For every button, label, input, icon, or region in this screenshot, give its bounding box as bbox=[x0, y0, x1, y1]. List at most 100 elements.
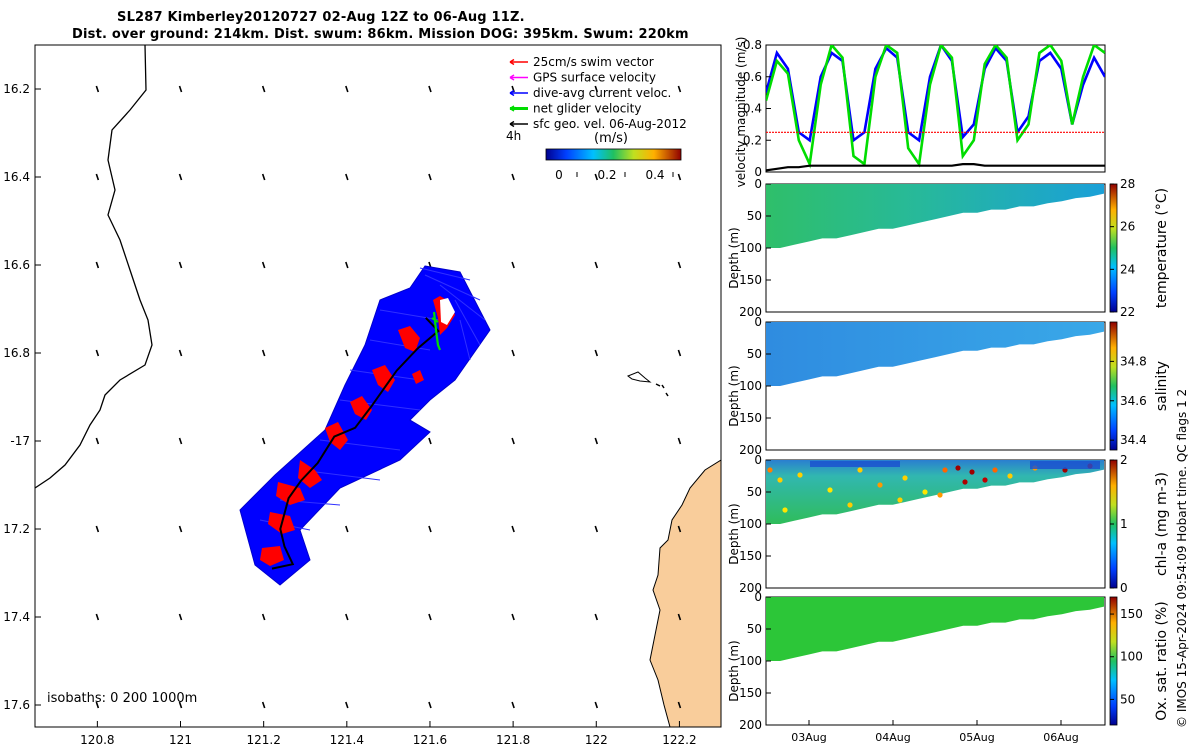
depth-tick-label: 150 bbox=[739, 549, 762, 563]
colorbar-tick-label: 0.4 bbox=[645, 168, 664, 182]
chla-hotspot bbox=[937, 492, 943, 498]
lat-tick-label: 16.8 bbox=[3, 346, 30, 360]
date-tick-label: 05Aug bbox=[959, 731, 994, 744]
lon-tick-label: 121.6 bbox=[413, 733, 447, 747]
geo-arrow bbox=[677, 349, 682, 357]
cbar-tick-label: 1 bbox=[1120, 517, 1128, 531]
depth-ylabel: Depth (m) bbox=[727, 365, 741, 426]
lat-tick-label: 16.4 bbox=[3, 170, 30, 184]
section-salinity: 0 50 100 150 200 Depth (m) 34.4 34.6 34.8 salinit… bbox=[727, 315, 1170, 457]
geo-arrow bbox=[178, 85, 183, 93]
depth-tick-label: 200 bbox=[739, 718, 762, 732]
depth-tick-label: 150 bbox=[739, 273, 762, 287]
section-data-fill bbox=[766, 184, 1104, 248]
depth-tick-label: 100 bbox=[739, 517, 762, 531]
chla-hotspot bbox=[942, 467, 948, 473]
section-colorbar bbox=[1109, 183, 1118, 313]
cbar-label: temperature (°C) bbox=[1154, 188, 1170, 308]
lon-tick-label: 121.2 bbox=[246, 733, 280, 747]
geo-arrow bbox=[677, 525, 682, 533]
cbar-tick-label: 0 bbox=[1120, 581, 1128, 595]
chla-surface-low bbox=[810, 461, 900, 467]
depth-ylabel: Depth (m) bbox=[727, 640, 741, 701]
geo-arrow bbox=[178, 437, 183, 445]
depth-tick-label: 50 bbox=[747, 209, 762, 223]
cbar-tick-label: 2 bbox=[1120, 453, 1128, 467]
cbar-label: salinity bbox=[1154, 361, 1170, 411]
geo-arrow bbox=[511, 701, 515, 709]
depth-tick-label: 0 bbox=[754, 315, 762, 329]
date-tick-label: 06Aug bbox=[1043, 731, 1078, 744]
lon-tick-label: 122.2 bbox=[662, 733, 696, 747]
velocity-line bbox=[766, 163, 1105, 172]
section-data-fill bbox=[766, 322, 1104, 386]
geo-arrow bbox=[594, 173, 599, 181]
chart-title-line2: Dist. over ground: 214km. Dist. swum: 86… bbox=[72, 27, 689, 42]
depth-tick-label: 0 bbox=[754, 590, 762, 604]
lat-tick-label: 17.2 bbox=[3, 522, 30, 536]
cbar-label: chl-a (mg m-3) bbox=[1154, 472, 1170, 576]
lon-tick-label: 120.8 bbox=[80, 733, 114, 747]
geo-arrow bbox=[594, 349, 599, 357]
geo-arrow bbox=[511, 525, 515, 533]
depth-tick-label: 150 bbox=[739, 411, 762, 425]
chla-hotspot bbox=[962, 479, 968, 485]
depth-tick-label: 50 bbox=[747, 622, 762, 636]
geo-arrow bbox=[511, 437, 515, 445]
velocity-series bbox=[766, 45, 1105, 172]
depth-tick-label: 100 bbox=[739, 241, 762, 255]
section-colorbar bbox=[1109, 596, 1118, 726]
legend-label: net glider velocity bbox=[533, 102, 641, 116]
map-legend: 25cm/s swim vector GPS surface velocitydi… bbox=[509, 55, 687, 131]
chla-hotspot bbox=[767, 467, 773, 473]
geo-arrow bbox=[428, 173, 432, 181]
depth-tick-label: 200 bbox=[739, 443, 762, 457]
cbar-tick-label: 34.4 bbox=[1120, 433, 1147, 447]
date-tick-label: 04Aug bbox=[875, 731, 910, 744]
geo-arrow bbox=[594, 437, 599, 445]
depth-tick-label: 0 bbox=[754, 453, 762, 467]
map-colorbar bbox=[545, 148, 682, 161]
geo-arrow bbox=[95, 173, 100, 181]
legend-arrowhead bbox=[509, 120, 515, 128]
geo-arrow bbox=[677, 261, 682, 269]
legend-label: 25cm/s swim vector bbox=[533, 55, 654, 69]
vel-ytick-label: 0 bbox=[754, 165, 762, 179]
section-data-fill bbox=[766, 597, 1104, 661]
geo-arrow bbox=[261, 261, 266, 269]
geo-arrow bbox=[594, 261, 599, 269]
geo-arrow bbox=[511, 613, 515, 621]
geo-arrow bbox=[261, 437, 266, 445]
geo-arrow bbox=[428, 701, 432, 709]
geo-arrow bbox=[345, 613, 349, 621]
colorbar-tick-label: 0 bbox=[555, 168, 563, 182]
map-colorbar-ticks: 0 0.2 0.4 bbox=[555, 168, 674, 182]
velocity-ylabel: velocity magnitude (m/s) bbox=[734, 37, 748, 188]
depth-tick-label: 200 bbox=[739, 581, 762, 595]
lon-tick-label: 121.4 bbox=[330, 733, 364, 747]
geo-arrow bbox=[178, 261, 183, 269]
chla-hotspot bbox=[827, 487, 833, 493]
cbar-tick-label: 26 bbox=[1120, 220, 1135, 234]
vel-ytick-label: 0.6 bbox=[743, 70, 762, 84]
geo-arrow bbox=[95, 701, 100, 709]
chla-hotspot bbox=[777, 477, 783, 483]
cbar-tick-label: 50 bbox=[1120, 692, 1135, 706]
depth-tick-label: 200 bbox=[739, 305, 762, 319]
longitude-ticks: 120.8 121 121.2 121.4 121.6 121.8 122 122.2 bbox=[80, 721, 697, 747]
lon-tick-label: 121.8 bbox=[496, 733, 530, 747]
chla-hotspot bbox=[897, 497, 903, 503]
legend-arrowhead bbox=[509, 74, 515, 81]
geo-arrow bbox=[428, 85, 432, 93]
geo-arrow bbox=[594, 85, 599, 93]
geo-arrow bbox=[428, 613, 432, 621]
geo-arrow bbox=[428, 437, 432, 445]
geo-arrow bbox=[178, 525, 183, 533]
geo-arrow bbox=[511, 261, 515, 269]
date-tick-label: 03Aug bbox=[791, 731, 826, 744]
geo-arrow bbox=[677, 701, 682, 709]
island-outline bbox=[626, 371, 652, 383]
lon-tick-label: 122 bbox=[585, 733, 608, 747]
geo-arrow bbox=[677, 437, 682, 445]
cbar-tick-label: 150 bbox=[1120, 607, 1143, 621]
